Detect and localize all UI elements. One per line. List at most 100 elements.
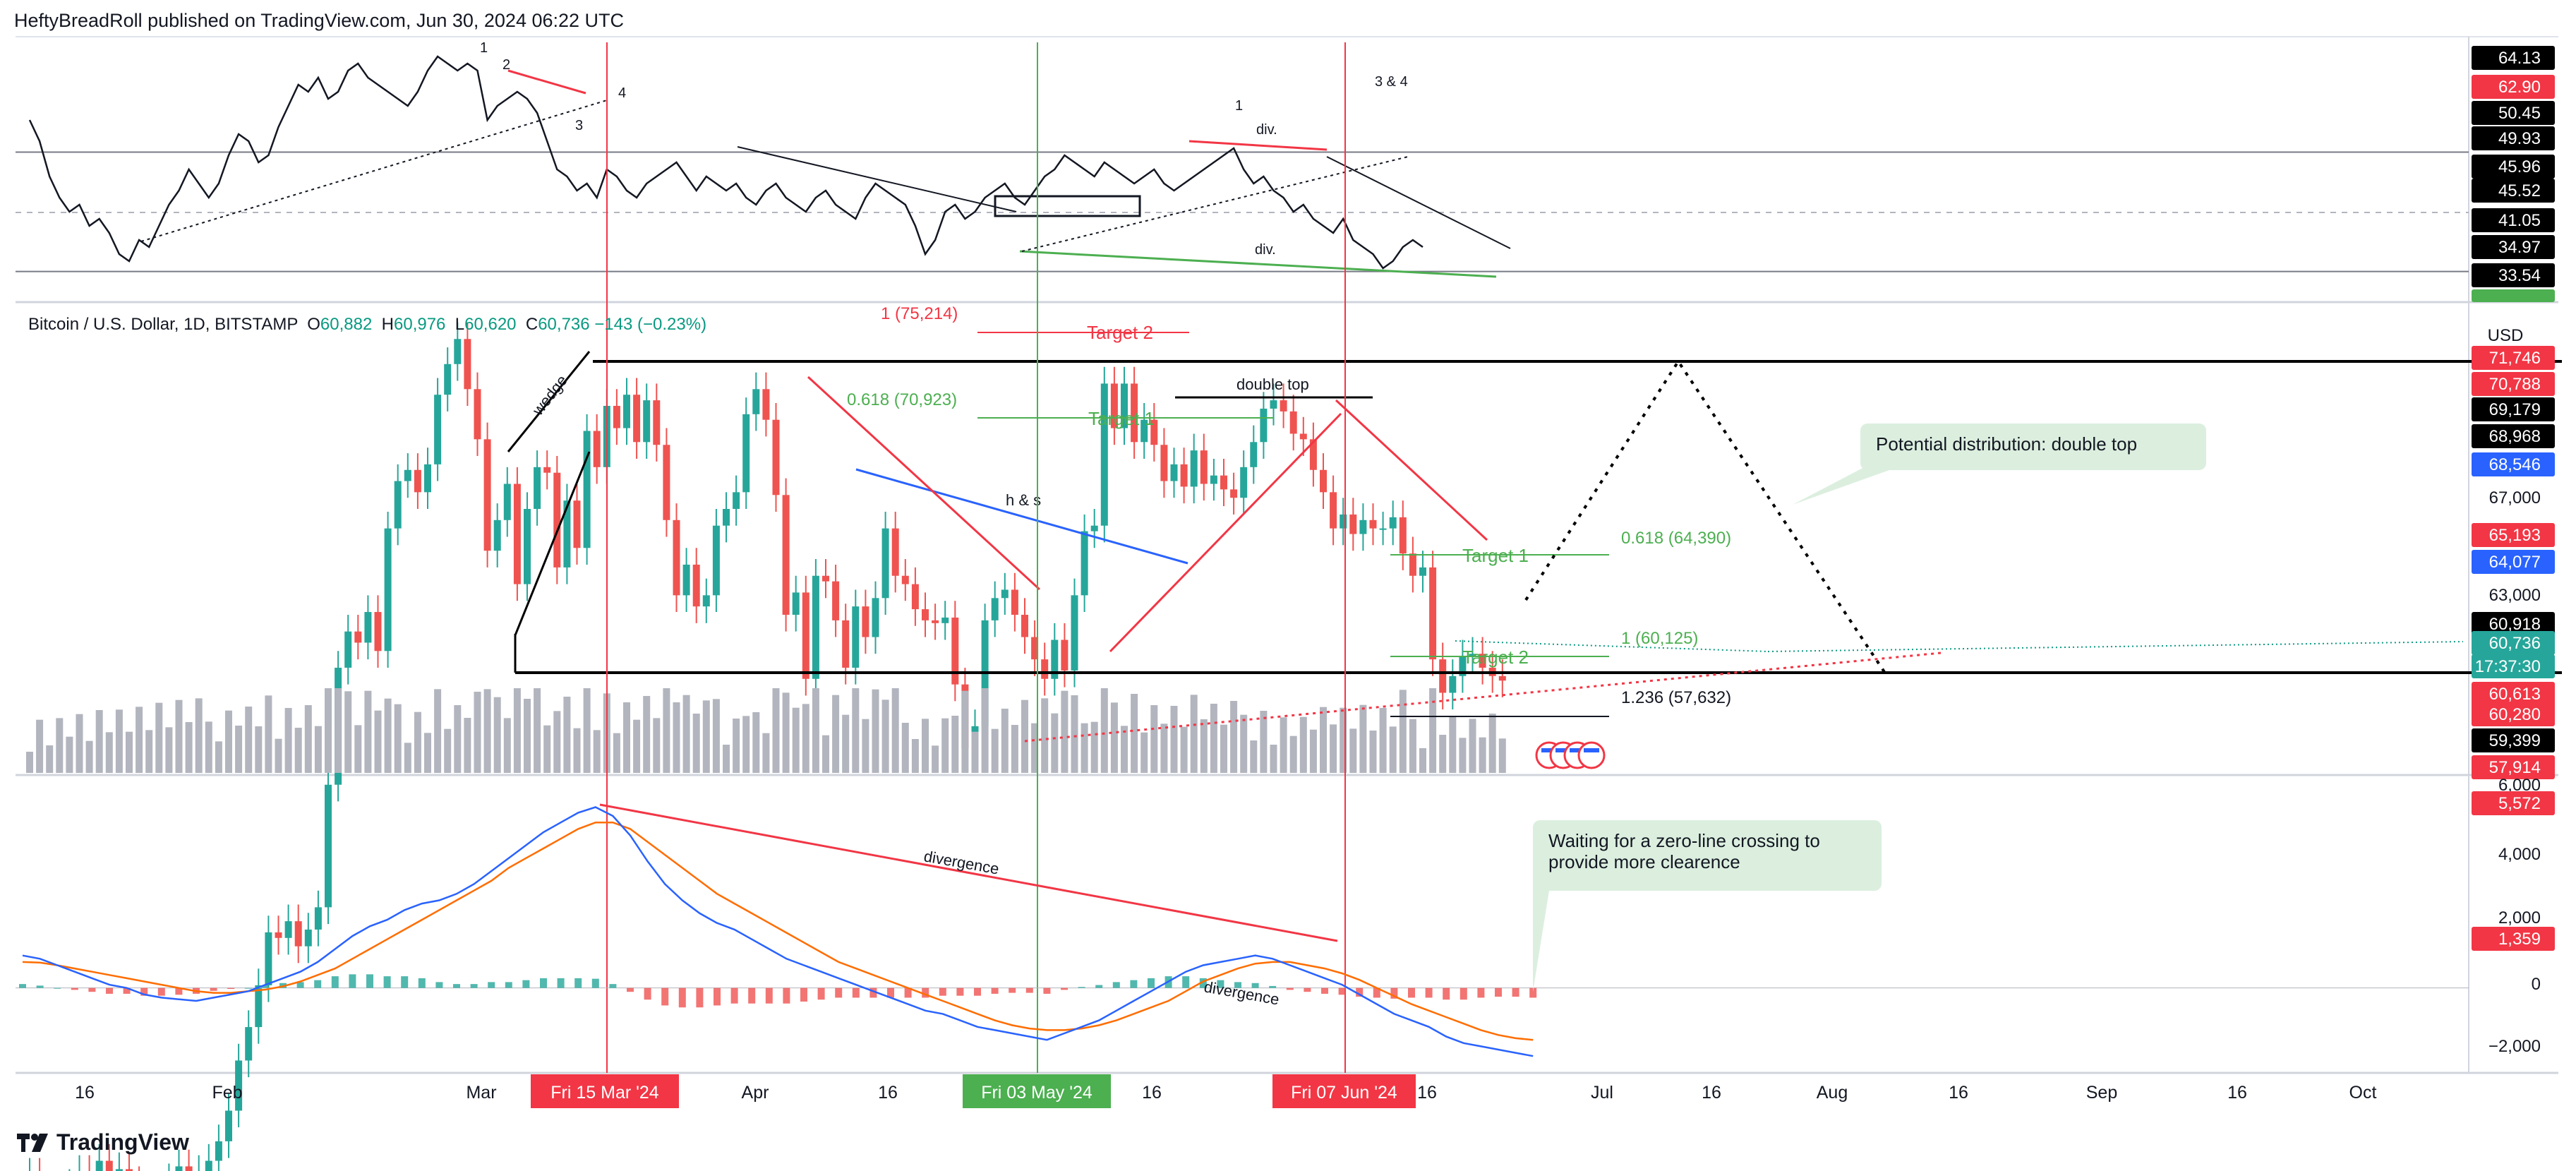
candle-body <box>1449 675 1457 693</box>
volume-bar <box>692 714 700 773</box>
macd-histogram-bar <box>1356 987 1364 997</box>
volume-bar <box>1011 725 1018 773</box>
candle-body <box>802 592 809 679</box>
volume-bar <box>762 733 770 773</box>
macd-histogram-bar <box>36 985 44 988</box>
macd-histogram-bar <box>88 987 96 992</box>
macd-histogram-bar <box>522 980 530 988</box>
rsi-axis-label-bg <box>2472 101 2555 125</box>
rsi-axis-label-bg <box>2472 46 2555 70</box>
volume-bar <box>901 723 909 773</box>
rsi-axis-label: 62.90 <box>2498 78 2541 97</box>
pattern-label: double top <box>1236 376 1309 393</box>
volume-bar <box>1379 708 1387 773</box>
volume-bar <box>175 699 183 773</box>
last-price-line <box>1455 640 1769 652</box>
volume-bar <box>414 711 421 773</box>
candle-body <box>205 1160 212 1171</box>
macd-histogram-bar <box>505 982 512 988</box>
macd-histogram-bar <box>1043 987 1051 994</box>
rsi-annotation: div. <box>1255 242 1276 258</box>
candle-body <box>1230 489 1238 498</box>
volume-bar <box>1170 706 1178 773</box>
price-axis-label: 70,788 <box>2489 375 2541 394</box>
rsi-annotation: 3 & 4 <box>1375 74 1408 90</box>
volume-bar <box>255 726 263 773</box>
price-axis-label-bg <box>2472 523 2555 547</box>
rsi-axis-label: 64.13 <box>2498 49 2541 68</box>
macd-histogram-bar <box>956 987 964 996</box>
candle-body <box>872 598 879 637</box>
time-axis-label: Sep <box>2086 1083 2117 1103</box>
volume-bar <box>961 690 969 773</box>
volume-bar <box>593 730 601 773</box>
candle-body <box>1071 595 1078 671</box>
rsi-annotation: div. <box>1256 122 1277 138</box>
volume-bar <box>702 700 710 773</box>
volume-bar <box>155 702 163 773</box>
volume-bar <box>483 689 491 773</box>
macd-histogram-bar <box>644 987 651 1000</box>
candle-body <box>424 464 431 493</box>
target-label: Target 1 <box>1088 408 1155 429</box>
volume-bar <box>733 719 740 773</box>
candle-body <box>1419 567 1426 576</box>
volume-bar <box>991 728 999 773</box>
last-price-line <box>1767 641 2464 652</box>
macd-histogram-bar <box>1304 987 1311 992</box>
candle-body <box>563 500 571 568</box>
macd-histogram-bar <box>1199 978 1207 988</box>
high-label: H <box>381 315 394 334</box>
volume-bar <box>76 714 83 773</box>
volume-bar <box>464 718 471 773</box>
macd-axis-label-bg <box>2472 791 2555 815</box>
volume-bar <box>1419 748 1426 773</box>
candle-body <box>623 395 630 428</box>
candle-body <box>175 1166 183 1171</box>
macd-histogram-bar <box>296 982 304 988</box>
price-axis-label: 71,746 <box>2489 349 2541 368</box>
volume-bar <box>354 725 362 773</box>
volume-bar <box>1260 711 1268 773</box>
macd-histogram-bar <box>470 984 478 988</box>
volume-bar <box>364 690 372 773</box>
rsi-axis-label-bg <box>2472 263 2555 287</box>
rsi-divergence-line <box>1188 140 1328 151</box>
candle-body <box>1240 467 1248 498</box>
volume-bar <box>1359 704 1367 773</box>
candle-body <box>1299 433 1307 440</box>
volume-bar <box>454 705 462 773</box>
macd-histogram-bar <box>1025 987 1033 993</box>
price-axis-label-bg <box>2472 612 2555 636</box>
macd-histogram-bar <box>227 987 235 990</box>
flag-icon <box>1577 741 1606 769</box>
high-value: 60,976 <box>394 315 446 334</box>
rsi-annotation: 1 <box>1235 98 1243 114</box>
time-axis-label: 16 <box>1949 1083 1968 1103</box>
price-axis-label-bg <box>2472 550 2555 574</box>
volume-bar <box>932 745 939 773</box>
candle-body <box>1330 492 1337 529</box>
macd-histogram-bar <box>19 984 26 988</box>
macd-histogram-bar <box>140 987 148 996</box>
macd-histogram-bar <box>974 987 981 996</box>
rsi-axis-label-bg <box>2472 179 2555 203</box>
volume-bar <box>1220 724 1227 773</box>
candle-body <box>115 1169 123 1171</box>
candle-body <box>444 364 452 395</box>
volume-bar <box>812 688 819 773</box>
candle-body <box>812 575 819 679</box>
rsi-axis-label: 33.54 <box>2498 266 2541 285</box>
currency-label[interactable]: USD <box>2487 326 2524 345</box>
macd-axis-label-bg <box>2472 927 2555 951</box>
candle-body <box>1479 654 1486 668</box>
macd-histogram-bar <box>418 978 426 988</box>
volume-bar <box>335 688 342 773</box>
tradingview-footer[interactable]: TradingView <box>16 1129 189 1155</box>
time-highlight-bg <box>963 1074 1111 1108</box>
volume-bar <box>205 721 212 773</box>
candle-body <box>951 617 959 685</box>
volume-bar <box>543 725 551 773</box>
candle-body <box>1498 675 1506 681</box>
